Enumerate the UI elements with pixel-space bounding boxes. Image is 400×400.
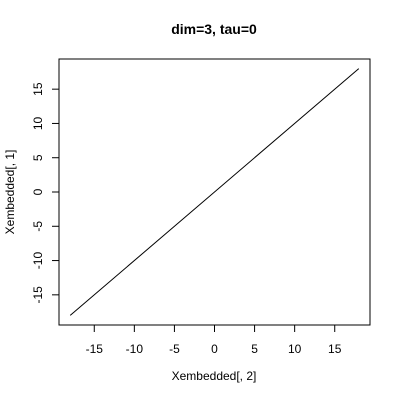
y-tick-label: 15 [31,82,45,96]
x-tick-label: 10 [288,342,302,356]
x-axis: -15 -10 -5 0 5 10 15 [86,324,342,356]
y-axis: -15 -10 -5 0 5 10 15 [31,82,60,304]
y-tick-label: -15 [31,286,45,304]
x-tick-label: 5 [251,342,258,356]
series-line [69,68,360,316]
y-tick-label: 10 [31,116,45,130]
x-tick-label: 0 [211,342,218,356]
x-tick-label: -10 [126,342,144,356]
series-group [69,68,360,316]
y-tick-label: -5 [31,221,45,232]
y-tick-label: 5 [31,154,45,161]
y-axis-label: Xembedded[, 1] [3,150,17,235]
x-tick-label: -15 [86,342,104,356]
y-tick-label: 0 [31,188,45,195]
x-tick-label: 15 [328,342,342,356]
chart-title: dim=3, tau=0 [171,21,257,37]
x-tick-label: -5 [169,342,180,356]
y-tick-label: -10 [31,252,45,270]
x-axis-label: Xembedded[, 2] [172,369,257,383]
